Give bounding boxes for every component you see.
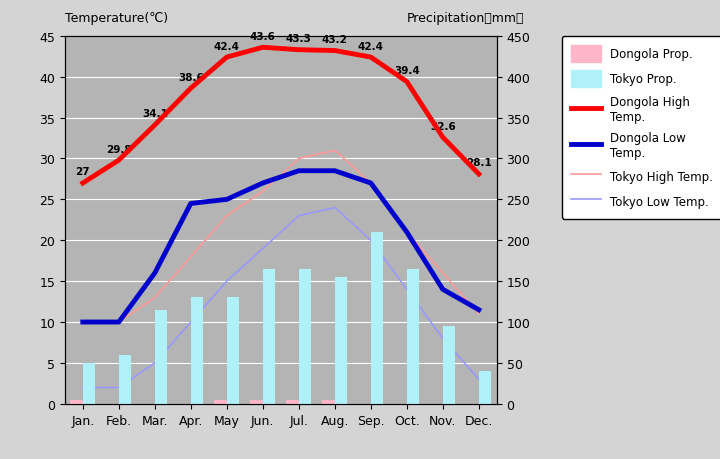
Bar [251,400,263,404]
Text: 34.1: 34.1 [142,109,168,119]
Bar [443,326,455,404]
Text: 43.2: 43.2 [322,35,348,45]
Bar [371,233,383,404]
Bar [83,363,95,404]
Bar [155,310,167,404]
Bar [335,277,347,404]
Text: 28.1: 28.1 [466,158,492,168]
Legend: Dongola Prop., Tokyo Prop., Dongola High
Temp., Dongola Low
Temp., Tokyo High Te: Dongola Prop., Tokyo Prop., Dongola High… [562,37,720,219]
Bar [263,269,275,404]
Text: 43.3: 43.3 [286,34,312,44]
Text: Temperature(℃): Temperature(℃) [65,12,168,25]
Bar [227,298,239,404]
Text: 29.8: 29.8 [106,144,132,154]
Text: 38.6: 38.6 [178,73,204,83]
Bar [287,400,299,404]
Bar [299,269,311,404]
Bar [479,371,491,404]
Text: 43.6: 43.6 [250,32,276,42]
Text: 27: 27 [76,167,90,177]
Bar [119,355,131,404]
Text: 32.6: 32.6 [430,121,456,131]
Bar [323,400,335,404]
Bar [407,269,419,404]
Text: 42.4: 42.4 [214,41,240,51]
Bar [71,400,83,404]
Bar [215,400,227,404]
Text: Precipitation（mm）: Precipitation（mm） [407,12,524,25]
Text: 39.4: 39.4 [394,66,420,76]
Bar [191,298,203,404]
Text: 42.4: 42.4 [358,41,384,51]
